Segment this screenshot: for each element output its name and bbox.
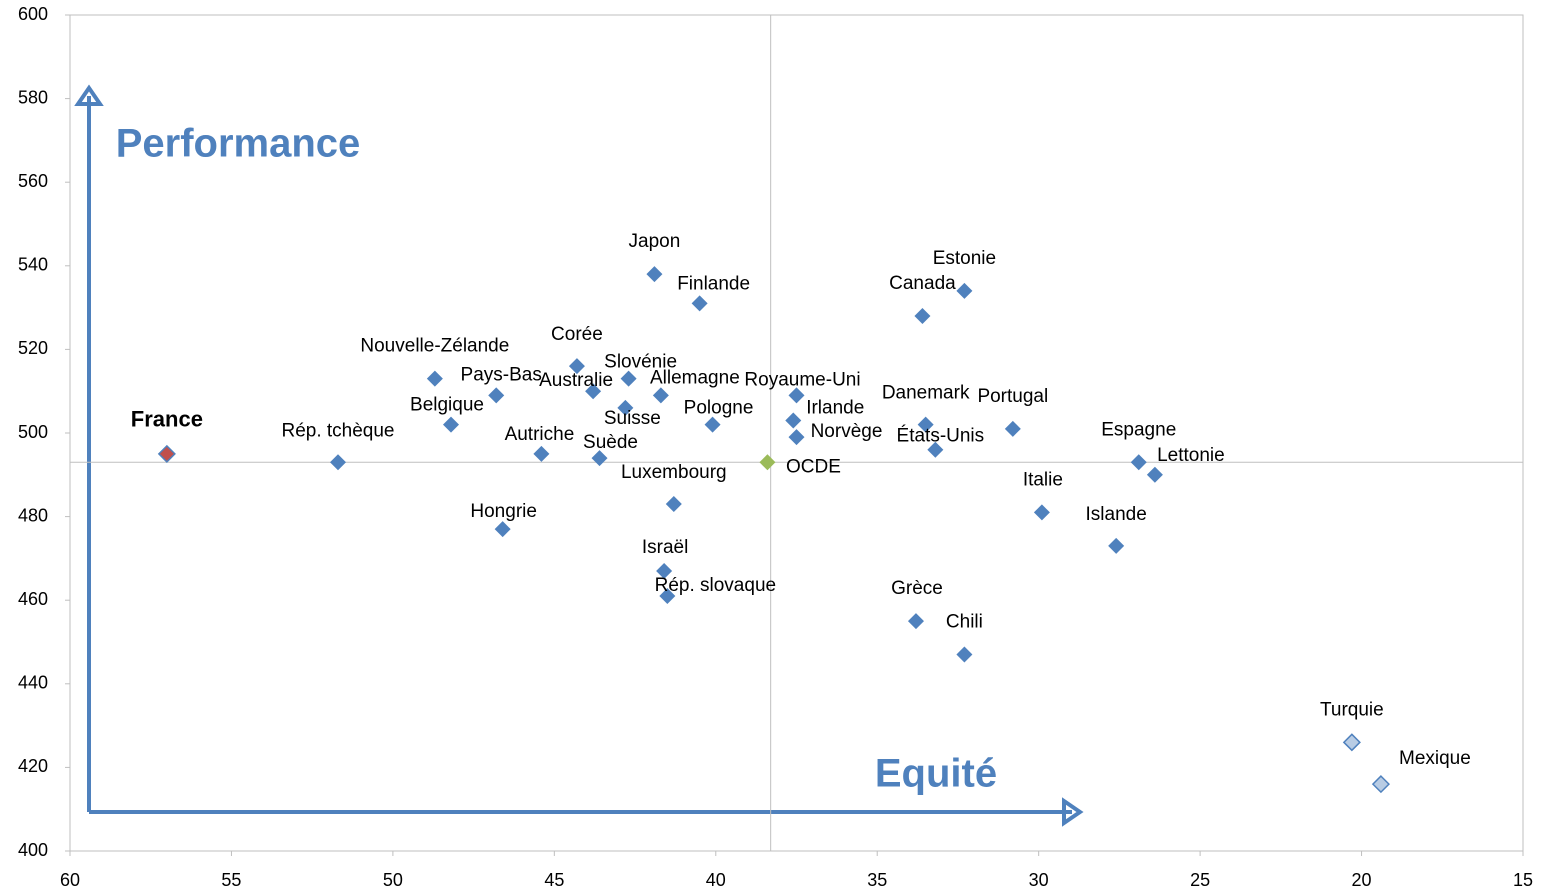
point xyxy=(568,358,585,375)
point-label: OCDE xyxy=(786,456,841,477)
point xyxy=(1033,504,1050,521)
point-label: Suisse xyxy=(604,408,661,429)
arrow-head xyxy=(1062,797,1084,827)
point xyxy=(617,399,634,416)
point-label: Luxembourg xyxy=(621,462,727,483)
point xyxy=(691,295,708,312)
arrow-head xyxy=(74,84,104,106)
x-tick-label: 55 xyxy=(221,870,241,890)
point-label: Japon xyxy=(629,231,681,252)
point xyxy=(157,444,176,463)
y-tick-label: 500 xyxy=(18,422,48,442)
point-label: Chili xyxy=(946,612,983,633)
x-tick-label: 30 xyxy=(1029,870,1049,890)
y-tick-label: 480 xyxy=(18,505,48,525)
point xyxy=(927,441,944,458)
point-label: Israël xyxy=(642,537,688,558)
point-label: Espagne xyxy=(1101,419,1176,440)
x-tick-label: 40 xyxy=(706,870,726,890)
point-label: Pays-Bas xyxy=(461,364,542,385)
point-label: Nouvelle-Zélande xyxy=(360,336,509,357)
point-label: Lettonie xyxy=(1157,445,1225,466)
point-label: Finlande xyxy=(677,273,750,294)
point-label: Mexique xyxy=(1399,748,1471,769)
point-label: Grèce xyxy=(891,578,943,599)
y-tick-label: 580 xyxy=(18,87,48,107)
point-label: Hongrie xyxy=(470,501,537,522)
point xyxy=(788,387,805,404)
point xyxy=(665,496,682,513)
point xyxy=(956,646,973,663)
point xyxy=(659,588,676,605)
x-tick-label: 15 xyxy=(1513,870,1533,890)
point xyxy=(1146,466,1163,483)
y-tick-label: 460 xyxy=(18,589,48,609)
point xyxy=(1108,537,1125,554)
x-tick-label: 60 xyxy=(60,870,80,890)
point-label: Portugal xyxy=(977,386,1048,407)
point-label: États-Unis xyxy=(897,426,985,447)
y-tick-label: 540 xyxy=(18,255,48,275)
y-tick-label: 600 xyxy=(18,4,48,24)
point xyxy=(956,282,973,299)
point xyxy=(788,429,805,446)
point xyxy=(494,521,511,538)
point xyxy=(1130,454,1147,471)
annotation: Equité xyxy=(875,752,997,796)
point xyxy=(329,454,346,471)
point-label: Rép. tchèque xyxy=(281,420,394,441)
y-tick-label: 440 xyxy=(18,673,48,693)
point xyxy=(533,445,550,462)
point xyxy=(488,387,505,404)
point-label: Pologne xyxy=(684,398,754,419)
point-label: Estonie xyxy=(933,248,996,269)
point xyxy=(585,383,602,400)
annotation: Performance xyxy=(116,122,361,166)
point-label: Belgique xyxy=(410,395,484,416)
y-tick-label: 560 xyxy=(18,171,48,191)
y-tick-label: 520 xyxy=(18,338,48,358)
point xyxy=(785,412,802,429)
point-label: Slovénie xyxy=(604,352,677,373)
point-label: Corée xyxy=(551,324,603,345)
point xyxy=(1371,775,1390,794)
point xyxy=(591,450,608,467)
point xyxy=(656,562,673,579)
point xyxy=(646,266,663,283)
point-label: Australie xyxy=(539,370,613,391)
point-label: Turquie xyxy=(1320,699,1384,720)
point-label: Canada xyxy=(889,273,956,294)
x-tick-label: 20 xyxy=(1352,870,1372,890)
point xyxy=(704,416,721,433)
point xyxy=(917,416,934,433)
y-tick-label: 400 xyxy=(18,840,48,860)
point-label: Autriche xyxy=(505,424,575,445)
point-label: France xyxy=(131,407,203,432)
x-tick-label: 25 xyxy=(1190,870,1210,890)
point xyxy=(759,454,776,471)
x-tick-label: 45 xyxy=(544,870,564,890)
point-label: Rép. slovaque xyxy=(655,575,776,596)
point xyxy=(1342,733,1361,752)
point-label: Islande xyxy=(1086,504,1147,525)
x-tick-label: 50 xyxy=(383,870,403,890)
point xyxy=(914,307,931,324)
point-label: Suède xyxy=(583,432,638,453)
point xyxy=(620,370,637,387)
point-label: Allemagne xyxy=(650,367,740,388)
point xyxy=(443,416,460,433)
point-label: Italie xyxy=(1023,469,1063,490)
y-tick-label: 420 xyxy=(18,756,48,776)
point xyxy=(1004,420,1021,437)
point-label: Norvège xyxy=(811,421,883,442)
x-tick-label: 35 xyxy=(867,870,887,890)
point xyxy=(652,387,669,404)
point xyxy=(426,370,443,387)
point-label: Danemark xyxy=(882,383,970,404)
point xyxy=(907,613,924,630)
point-label: Irlande xyxy=(806,397,864,418)
point-label: Royaume-Uni xyxy=(744,369,860,390)
